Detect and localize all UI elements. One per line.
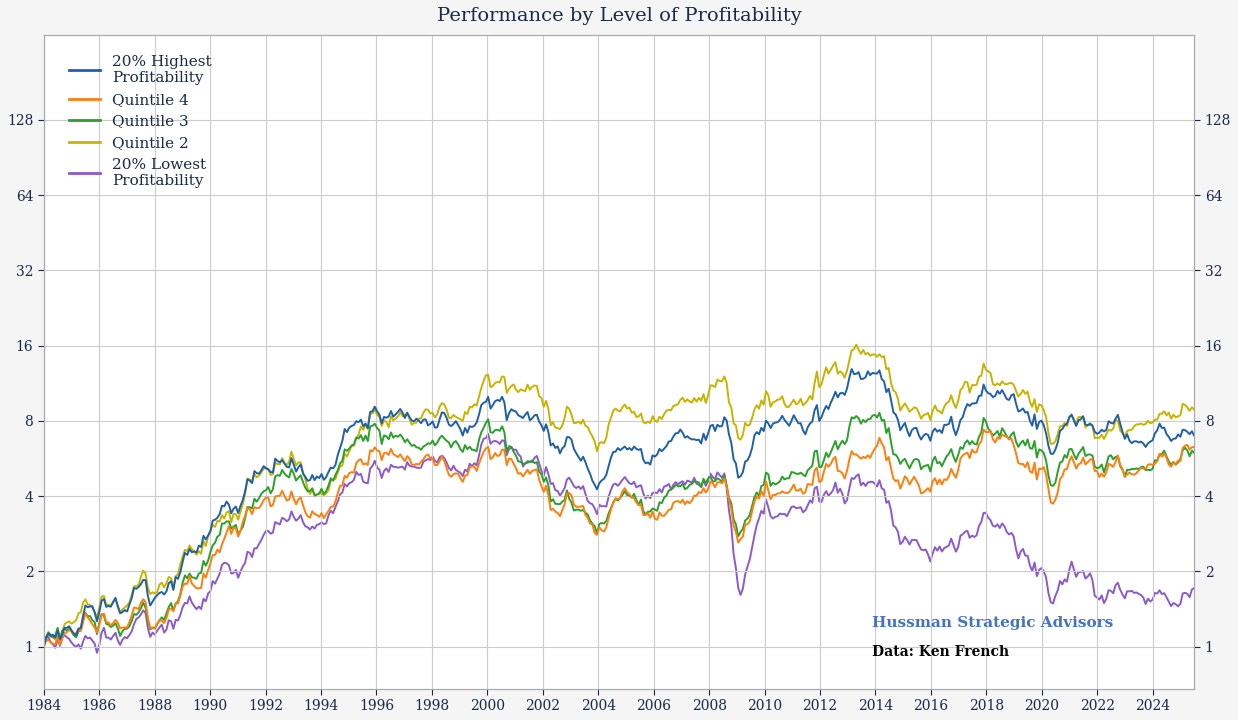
Legend: 20% Highest
Profitability, Quintile 4, Quintile 3, Quintile 2, 20% Lowest
Profit: 20% Highest Profitability, Quintile 4, Q…: [63, 49, 218, 194]
Title: Performance by Level of Profitability: Performance by Level of Profitability: [437, 7, 801, 25]
Text: Data: Ken French: Data: Ken French: [872, 645, 1009, 660]
Text: Hussman Strategic Advisors: Hussman Strategic Advisors: [872, 616, 1113, 630]
